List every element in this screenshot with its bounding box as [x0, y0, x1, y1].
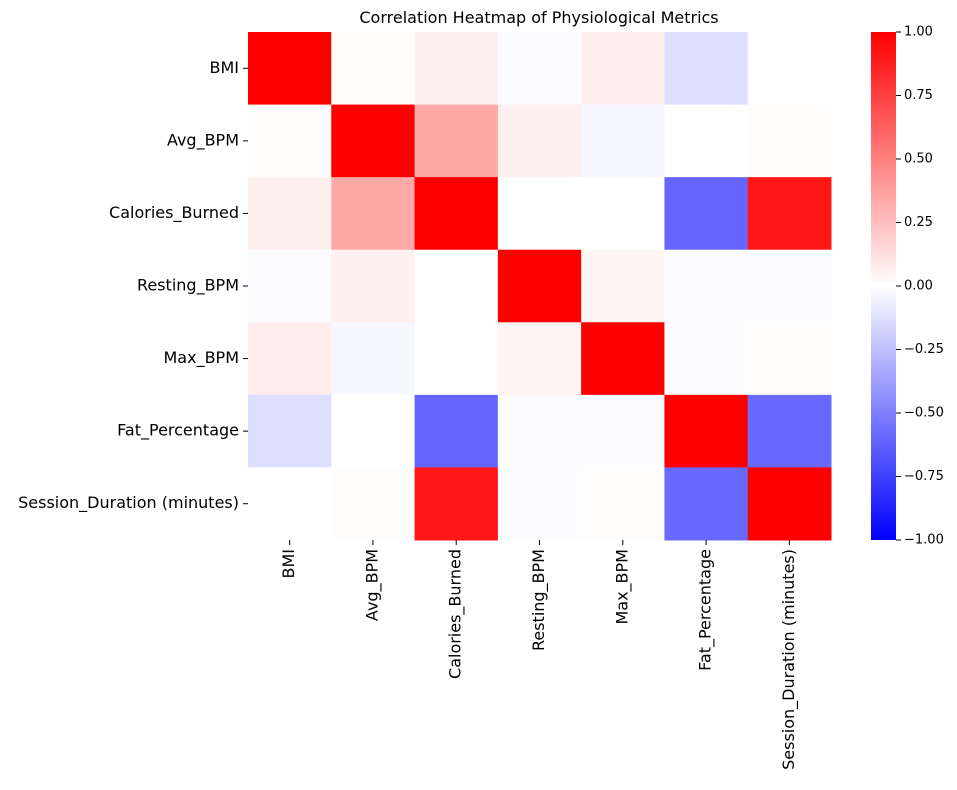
colorbar-tick-label: 0.00: [904, 279, 933, 294]
colorbar-tick-label: −0.50: [904, 406, 944, 421]
heatmap-cell: [497, 32, 582, 106]
row-label: Avg_BPM: [167, 130, 239, 150]
colorbar-tick-label: −1.00: [904, 533, 944, 548]
heatmap-cell: [331, 32, 416, 106]
row-label: Calories_Burned: [109, 203, 239, 223]
heatmap-cell: [581, 32, 665, 106]
heatmap-cell: [248, 394, 332, 468]
heatmap-cell: [581, 394, 665, 468]
heatmap-cell: [414, 394, 499, 468]
row-label: Resting_BPM: [137, 276, 239, 296]
column-labels: BMI Avg_BPM Calories_Burned Resting_BPM Max_…: [279, 540, 799, 770]
heatmap-cell: [664, 104, 749, 178]
heatmap-cell: [248, 322, 332, 396]
heatmap-cell: [664, 394, 749, 468]
heatmap-cell: [414, 249, 499, 323]
heatmap-cell: [331, 177, 416, 251]
column-label: Max_BPM: [612, 549, 632, 625]
column-label: Avg_BPM: [362, 549, 382, 621]
heatmap-cell: [664, 32, 749, 106]
colorbar: 1.00 0.75 0.50 0.25 0.00 −0.25 −0.50 −0.75 −1.00: [871, 25, 944, 548]
column-label: BMI: [279, 549, 298, 579]
column-label: Session_Duration (minutes): [779, 549, 799, 770]
colorbar-tick-label: 0.25: [904, 215, 933, 230]
chart-title: Correlation Heatmap of Physiological Met…: [359, 8, 718, 27]
heatmap-cell: [497, 104, 582, 178]
column-label: Resting_BPM: [529, 549, 549, 651]
heatmap-cell: [497, 322, 582, 396]
heatmap-cell: [581, 467, 665, 541]
heatmap-cell: [747, 32, 832, 106]
heatmap-cell: [664, 322, 749, 396]
heatmap-cell: [497, 467, 582, 541]
row-label: Max_BPM: [163, 348, 239, 368]
colorbar-tick-label: 0.50: [904, 152, 933, 167]
heatmap-cell: [414, 104, 499, 178]
heatmap-cell: [664, 177, 749, 251]
heatmap-cell: [414, 322, 499, 396]
colorbar-tick-label: 1.00: [904, 25, 933, 40]
column-label: Fat_Percentage: [696, 549, 716, 671]
heatmap-cell: [747, 177, 832, 251]
heatmap-cells: [248, 32, 832, 541]
row-labels: BMI Avg_BPM Calories_Burned Resting_BPM Max_…: [18, 58, 248, 513]
heatmap-cell: [248, 32, 332, 106]
heatmap-cell: [664, 249, 749, 323]
heatmap-cell: [747, 467, 832, 541]
heatmap-cell: [747, 249, 832, 323]
heatmap-cell: [747, 394, 832, 468]
heatmap-cell: [331, 394, 416, 468]
column-label: Calories_Burned: [446, 549, 466, 679]
heatmap-cell: [581, 322, 665, 396]
heatmap-cell: [581, 249, 665, 323]
heatmap-cell: [331, 467, 416, 541]
colorbar-gradient: [871, 32, 896, 540]
heatmap-cell: [747, 322, 832, 396]
heatmap-cell: [331, 322, 416, 396]
heatmap-cell: [248, 104, 332, 178]
heatmap-cell: [581, 104, 665, 178]
heatmap-cell: [248, 249, 332, 323]
row-label: BMI: [210, 58, 240, 77]
heatmap-cell: [497, 394, 582, 468]
heatmap-cell: [664, 467, 749, 541]
row-label: Session_Duration (minutes): [18, 493, 239, 513]
heatmap-cell: [248, 467, 332, 541]
heatmap-cell: [497, 249, 582, 323]
row-label: Fat_Percentage: [117, 421, 239, 441]
heatmap-cell: [414, 177, 499, 251]
heatmap-cell: [747, 104, 832, 178]
heatmap-cell: [497, 177, 582, 251]
heatmap-cell: [331, 249, 416, 323]
colorbar-tick-label: −0.25: [904, 342, 944, 357]
colorbar-tick-label: 0.75: [904, 88, 933, 103]
colorbar-tick-label: −0.75: [904, 469, 944, 484]
heatmap-cell: [414, 32, 499, 106]
heatmap-cell: [331, 104, 416, 178]
heatmap-cell: [248, 177, 332, 251]
heatmap-cell: [581, 177, 665, 251]
heatmap-cell: [414, 467, 499, 541]
